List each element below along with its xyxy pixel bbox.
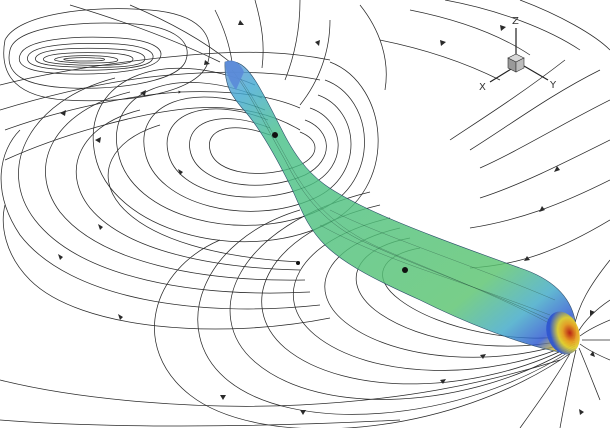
- twisted-body: [224, 60, 580, 355]
- critical-point-saddle: [296, 261, 300, 265]
- vortex-loops: [3, 8, 210, 102]
- critical-point-upper: [272, 132, 278, 138]
- axis-z-label: Z: [512, 16, 519, 27]
- critical-point-lower: [402, 267, 408, 273]
- axis-x-label: X: [479, 82, 486, 93]
- streamline-arrows: [58, 20, 595, 415]
- axis-y-label: Y: [549, 80, 557, 91]
- coordinate-triad-icon: Z X Y: [479, 16, 557, 93]
